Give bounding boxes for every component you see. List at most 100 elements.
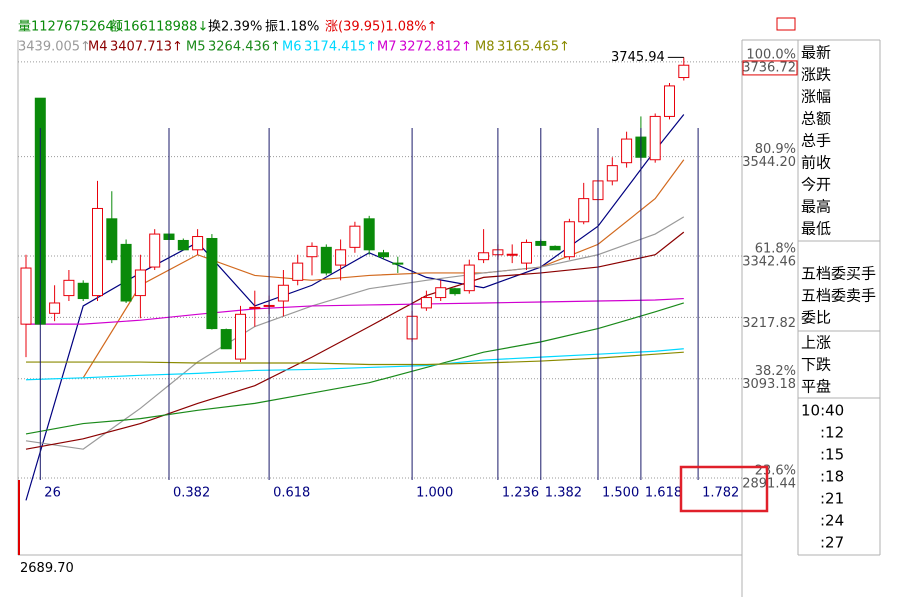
candle-body: [463, 264, 475, 292]
side-item: 上涨: [801, 334, 831, 352]
candle-body: [378, 252, 389, 258]
y-tick-label: 3544.20: [742, 155, 796, 170]
fib-label: 1.000: [416, 486, 453, 501]
highlight-box: [679, 465, 769, 513]
candle-body: [106, 218, 118, 261]
candle-body: [435, 287, 447, 299]
candle-body: [134, 269, 146, 297]
candle-body: [420, 297, 432, 309]
candle-body: [363, 218, 375, 251]
legend-value: 3272.812↑: [399, 40, 472, 55]
fib-label: 0.618: [273, 486, 310, 501]
candle-body: [549, 245, 561, 251]
legend-name: M8: [475, 40, 495, 55]
fib-label: 1.382: [545, 486, 582, 501]
y-tick-label: 2891.44: [742, 476, 796, 491]
y-tick-label: 3093.18: [742, 377, 796, 392]
side-item: 10:40: [801, 402, 844, 420]
side-item: 最高: [801, 198, 831, 216]
fib-label: 1.618: [645, 486, 682, 501]
candle-body: [664, 85, 675, 117]
legend-value: 3264.436↑: [208, 40, 281, 55]
legend-value: 3407.713↑: [110, 40, 183, 55]
candle-body: [578, 198, 590, 223]
candle-body: [92, 207, 103, 297]
candle-body: [563, 221, 575, 258]
candle-body: [206, 237, 218, 330]
y-tick-label: 3342.46: [742, 254, 796, 269]
candle-body: [649, 115, 661, 161]
candle-body: [49, 302, 61, 314]
side-item: 今开: [801, 176, 831, 194]
legend-value: 3439.005↑: [18, 40, 91, 55]
candle-body: [235, 313, 246, 360]
candle-body: [120, 243, 132, 302]
candle-body: [478, 252, 490, 261]
candle-body: [20, 267, 32, 325]
fib-label: 1.500: [602, 486, 639, 501]
y-tick-label: 2689.70: [20, 561, 74, 576]
candle-body: [149, 233, 161, 268]
side-item: 平盘: [801, 378, 831, 396]
candle-body: [606, 165, 618, 182]
level-label: 100.0%: [746, 47, 796, 62]
side-item: :15: [820, 446, 844, 464]
candle-body: [335, 249, 347, 266]
side-item: 委比: [801, 309, 831, 327]
side-item: 涨跌: [801, 66, 831, 84]
legend-name: M7: [377, 40, 397, 55]
candle-body: [349, 225, 361, 248]
candle-body: [77, 282, 89, 300]
content: 量1127675264↓额166118988↓ 换2.39% 振1.18% 涨(39.…: [18, 20, 876, 576]
candle-body: [320, 246, 332, 274]
header-stat: 换2.39%: [208, 20, 262, 35]
candle-body: [177, 239, 189, 251]
side-item: :12: [820, 424, 844, 442]
side-item: :24: [820, 512, 844, 530]
side-item: :27: [820, 534, 844, 552]
legend-value: 3165.465↑: [497, 40, 570, 55]
ma-line: [82, 159, 685, 379]
side-item: 最新: [801, 44, 831, 62]
candle-body: [249, 306, 261, 309]
candle-body: [306, 245, 318, 258]
y-tick-label: 3217.82: [742, 316, 796, 331]
fib-label: 26: [44, 486, 61, 501]
side-item: 涨幅: [801, 88, 831, 106]
header-stat: 振1.18%: [265, 20, 319, 35]
side-item: 总手: [801, 132, 831, 150]
candle-body: [63, 279, 75, 297]
legend-name: M4: [88, 40, 108, 55]
candle-body: [506, 253, 518, 256]
candle-body: [220, 329, 232, 350]
side-item: 下跌: [801, 356, 831, 374]
legend-name: M5: [186, 40, 206, 55]
header-stat: 额166118988↓: [110, 20, 208, 35]
fib-label: 1.782: [702, 486, 739, 501]
candle-body: [449, 288, 461, 295]
level-label: 80.9%: [755, 142, 796, 157]
plot-area: [18, 57, 742, 501]
legend-value: 3174.415↑: [304, 40, 377, 55]
side-item: 最低: [801, 220, 831, 238]
candle-body: [621, 138, 633, 164]
level-label: 61.8%: [755, 241, 796, 256]
header-stat: 量1127675264↓: [18, 20, 125, 35]
side-item: 五档委买手: [801, 265, 876, 283]
price-box: [742, 60, 798, 76]
fib-label: 0.382: [173, 486, 210, 501]
frame: [17, 17, 881, 597]
max-label: 3745.94: [611, 50, 665, 65]
candle-body: [521, 241, 532, 264]
side-item: 五档委卖手: [801, 287, 876, 305]
candle-body: [277, 284, 289, 302]
fib-label: 1.236: [502, 486, 539, 501]
header-stat: 涨(39.95)1.08%↑: [325, 20, 438, 35]
y-tick-label: 3736.72: [742, 60, 796, 75]
candle-body: [678, 64, 690, 79]
candle-body: [392, 262, 404, 265]
candle-body: [192, 236, 204, 251]
